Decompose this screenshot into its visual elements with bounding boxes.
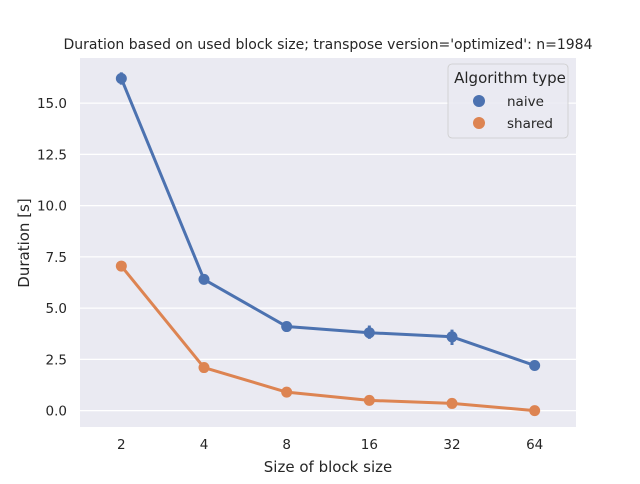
data-point-shared (281, 386, 293, 398)
x-tick-label: 4 (200, 437, 209, 453)
y-tick-label: 7.5 (46, 250, 67, 266)
data-point-shared (363, 394, 375, 406)
data-point-shared (529, 405, 541, 417)
y-tick-label: 5.0 (46, 301, 67, 317)
legend-marker-shared (473, 117, 485, 129)
x-tick-labels: 2 4 8 16 32 64 (117, 437, 543, 453)
chart-title: Duration based on used block size; trans… (64, 37, 593, 53)
x-tick-label: 2 (117, 437, 126, 453)
series-line-shared (119, 264, 537, 413)
series-line-naive (119, 77, 537, 367)
series-shared (115, 260, 541, 417)
x-tick-label: 32 (443, 437, 460, 453)
legend-label-naive: naive (507, 94, 544, 110)
y-tick-label: 2.5 (46, 352, 67, 368)
series (115, 72, 541, 417)
x-axis-label: Size of block size (264, 458, 392, 476)
x-tick-label: 16 (361, 437, 378, 453)
y-axis-label: Duration [s] (15, 198, 33, 287)
data-point-naive (446, 331, 458, 343)
data-point-naive (115, 73, 127, 84)
y-tick-label: 15.0 (37, 96, 67, 112)
data-point-naive (529, 360, 541, 371)
legend-title: Algorithm type (454, 69, 566, 87)
series-naive (115, 72, 541, 371)
data-point-naive (198, 273, 210, 285)
data-point-shared (115, 260, 127, 272)
data-point-naive (363, 327, 375, 339)
y-tick-label: 10.0 (37, 199, 67, 215)
x-tick-label: 64 (526, 437, 543, 453)
legend-label-shared: shared (507, 116, 553, 132)
y-tick-label: 0.0 (46, 404, 67, 420)
data-point-shared (446, 397, 458, 409)
legend: Algorithm type naive shared (447, 63, 569, 139)
x-tick-label: 8 (282, 437, 291, 453)
legend-marker-naive (473, 95, 485, 107)
data-point-shared (198, 362, 210, 374)
y-tick-labels: 0.0 2.5 5.0 7.5 10.0 12.5 15.0 (37, 96, 67, 420)
data-point-naive (281, 321, 293, 333)
y-tick-label: 12.5 (37, 147, 67, 163)
